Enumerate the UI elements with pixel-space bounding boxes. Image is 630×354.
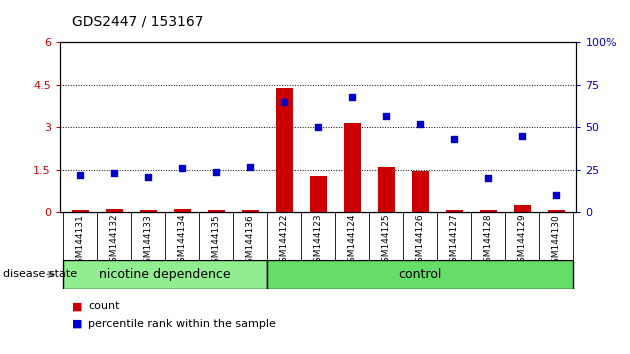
Point: [177, 165, 187, 171]
Bar: [479, 210, 496, 212]
Point: [279, 99, 289, 105]
Text: percentile rank within the sample: percentile rank within the sample: [88, 319, 276, 329]
Text: disease state: disease state: [3, 269, 77, 279]
Bar: [276, 88, 293, 212]
Point: [211, 169, 221, 175]
Text: GSM144133: GSM144133: [144, 214, 152, 269]
Text: GSM144126: GSM144126: [416, 214, 425, 268]
Bar: [140, 210, 157, 212]
Text: GSM144125: GSM144125: [382, 214, 391, 268]
Bar: [411, 171, 428, 212]
Text: GSM144131: GSM144131: [76, 214, 85, 269]
Bar: [513, 205, 530, 212]
Text: GSM144130: GSM144130: [551, 214, 561, 269]
Text: GSM144134: GSM144134: [178, 214, 186, 268]
Bar: [63, 260, 267, 289]
Bar: [242, 210, 259, 212]
Text: nicotine dependence: nicotine dependence: [100, 268, 231, 281]
Bar: [267, 260, 573, 289]
Text: GDS2447 / 153167: GDS2447 / 153167: [72, 14, 204, 28]
Text: GSM144136: GSM144136: [246, 214, 255, 269]
Text: GSM144135: GSM144135: [212, 214, 220, 269]
Text: GSM144122: GSM144122: [280, 214, 289, 268]
Point: [551, 193, 561, 198]
Bar: [343, 123, 360, 212]
Text: GSM144128: GSM144128: [484, 214, 493, 268]
Point: [415, 121, 425, 127]
Text: control: control: [398, 268, 442, 281]
Bar: [106, 209, 123, 212]
Point: [483, 176, 493, 181]
Point: [517, 133, 527, 139]
Bar: [310, 176, 326, 212]
Bar: [174, 209, 191, 212]
Point: [313, 125, 323, 130]
Bar: [208, 210, 225, 212]
Point: [109, 171, 119, 176]
Text: GSM144123: GSM144123: [314, 214, 323, 268]
Text: count: count: [88, 301, 120, 311]
Point: [245, 164, 255, 169]
Text: ■: ■: [72, 301, 83, 311]
Bar: [72, 210, 89, 212]
Point: [75, 172, 85, 178]
Text: GSM144127: GSM144127: [450, 214, 459, 268]
Text: GSM144124: GSM144124: [348, 214, 357, 268]
Point: [143, 174, 153, 179]
Point: [449, 137, 459, 142]
Bar: [445, 210, 462, 212]
Text: ■: ■: [72, 319, 83, 329]
Point: [347, 94, 357, 100]
Text: GSM144129: GSM144129: [518, 214, 527, 268]
Bar: [547, 210, 564, 212]
Point: [381, 113, 391, 118]
Text: GSM144132: GSM144132: [110, 214, 118, 268]
Bar: [377, 167, 394, 212]
